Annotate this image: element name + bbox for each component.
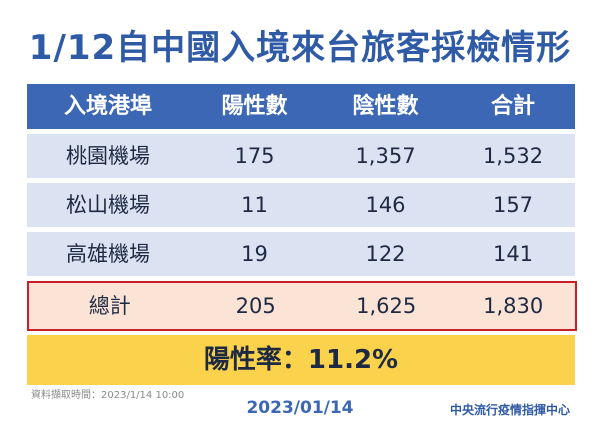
negative-count: 1,357 [355, 144, 416, 168]
positive-count: 11 [241, 193, 268, 217]
page-title: 1/12自中國入境來台旅客採檢情形 [28, 28, 572, 68]
positive-rate-banner: 陽性率：11.2% [27, 335, 575, 385]
table-row: 松山機場 11 146 157 [27, 183, 575, 227]
column-header-negative: 陰性數 [352, 93, 419, 119]
positive-count: 175 [234, 144, 275, 168]
publish-date: 2023/01/14 [246, 398, 354, 418]
positive-count: 19 [241, 242, 268, 266]
row-total: 141 [492, 242, 534, 266]
table-header-row: 入境港埠 陽性數 陰性數 合計 [27, 84, 575, 129]
table-row: 高雄機場 19 122 141 [27, 232, 575, 276]
positive-rate-text: 陽性率：11.2% [203, 345, 399, 375]
data-source-timestamp: 資料擷取時間：2023/1/14 10:00 [31, 390, 185, 401]
column-header-port: 入境港埠 [63, 93, 152, 119]
table-row: 桃園機場 175 1,357 1,532 [27, 134, 575, 178]
column-header-positive: 陽性數 [221, 93, 288, 119]
column-header-total: 合計 [490, 93, 535, 119]
total-negative: 1,625 [356, 294, 417, 318]
total-positive: 205 [235, 294, 276, 318]
row-total: 1,532 [482, 144, 544, 168]
agency-name: 中央流行疫情指揮中心 [449, 403, 570, 417]
grand-total: 1,830 [483, 294, 544, 318]
port-name: 桃園機場 [66, 144, 150, 168]
testing-table: 入境港埠 陽性數 陰性數 合計 桃園機場 175 1,357 1,532 松山機… [27, 84, 577, 331]
row-total: 157 [492, 193, 534, 217]
negative-count: 122 [365, 242, 406, 266]
total-label: 總計 [88, 294, 131, 318]
port-name: 松山機場 [66, 193, 150, 217]
negative-count: 146 [365, 193, 406, 217]
port-name: 高雄機場 [66, 242, 150, 266]
total-row: 總計 205 1,625 1,830 [27, 281, 577, 331]
